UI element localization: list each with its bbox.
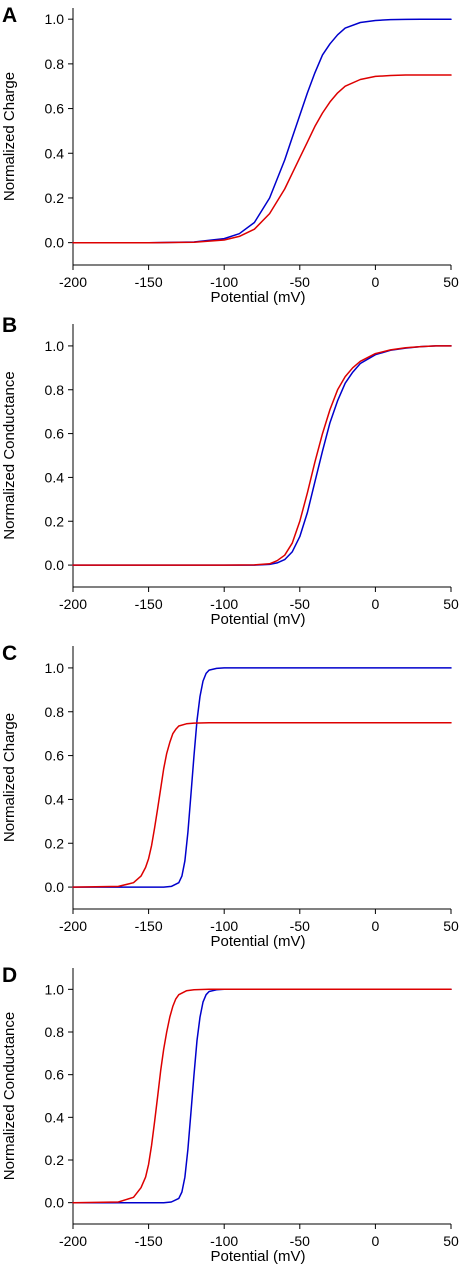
panel-a-y-axis-title: Normalized Charge <box>1 72 18 201</box>
panel-b-x-tick-label: -50 <box>290 596 310 612</box>
panel-d-y-tick-label: 0.4 <box>45 1109 65 1125</box>
panel-d-y-tick-label: 0.8 <box>45 1024 65 1040</box>
panel-a-y-tick-label: 0.8 <box>45 56 65 72</box>
panel-d-letter: D <box>2 964 17 987</box>
panel-b-series-red-line <box>72 345 452 566</box>
panel-d-y-tick-label: 0.2 <box>45 1152 65 1168</box>
panel-c-letter: C <box>2 642 17 665</box>
panel-d-y-tick-label: 1.0 <box>45 981 65 997</box>
panel-a-x-tick-label: -100 <box>210 274 238 290</box>
panel-b-x-tick-label: -150 <box>135 596 163 612</box>
panel-b: B -200 -150 -100 -50 0 50 0.0 0.2 0.4 0.6 0.8 1.0 Pot… <box>1 314 459 628</box>
panel-c-x-tick-label: -50 <box>290 918 310 934</box>
panel-c-y-tick-label: 0.6 <box>45 748 65 764</box>
panel-d-x-tick-label: -150 <box>135 1233 163 1249</box>
panel-a-x-tick-label: -200 <box>59 274 87 290</box>
panel-d-series-red-line <box>72 988 452 1204</box>
panel-b-y-tick-label: 0.8 <box>45 382 65 398</box>
panel-c-y-axis-title: Normalized Charge <box>1 713 18 842</box>
panel-b-y-axis-title: Normalized Conductance <box>1 371 18 539</box>
panel-c-y-tick-label: 0.0 <box>45 879 65 895</box>
panel-a-x-tick-label: -50 <box>290 274 310 290</box>
panel-b-y-tick-label: 1.0 <box>45 338 65 354</box>
panel-d-y-tick-label: 0.0 <box>45 1195 65 1211</box>
panel-c-x-tick-label: 0 <box>372 918 380 934</box>
panel-b-x-tick-label: 50 <box>443 596 459 612</box>
panel-c-x-tick-label: -150 <box>135 918 163 934</box>
panel-d-x-tick-label: -100 <box>210 1233 238 1249</box>
panel-a: A -200 -150 -100 -50 0 50 0.0 0.2 0.4 0.6 0.8 1.0 Pot… <box>1 4 459 306</box>
panel-c-x-tick-label: 50 <box>443 918 459 934</box>
panel-b-y-tick-label: 0.2 <box>45 513 65 529</box>
panel-a-y-tick-label: 0.6 <box>45 101 65 117</box>
panel-b-letter: B <box>2 314 17 337</box>
panel-a-y-tick-label: 0.2 <box>45 190 65 206</box>
panel-b-x-tick-label: 0 <box>372 596 380 612</box>
panel-c-series-blue-line <box>72 667 452 888</box>
panel-a-letter: A <box>2 4 17 27</box>
panel-c-y-tick-label: 0.8 <box>45 704 65 720</box>
panel-c-x-tick-label: -100 <box>210 918 238 934</box>
panel-d-series-blue-line <box>72 988 452 1204</box>
panel-d-x-tick-label: -50 <box>290 1233 310 1249</box>
panel-b-y-tick-label: 0.0 <box>45 557 65 573</box>
panel-d-x-tick-label: -200 <box>59 1233 87 1249</box>
panel-d: D -200 -150 -100 -50 0 50 0.0 0.2 0.4 0.6 0.8 1.0 Pot… <box>1 964 459 1265</box>
panel-d-y-tick-label: 0.6 <box>45 1067 65 1083</box>
panel-a-x-tick-label: 50 <box>443 274 459 290</box>
panel-a-x-tick-label: -150 <box>135 274 163 290</box>
panel-c-x-axis-title: Potential (mV) <box>210 933 305 950</box>
panel-c-x-tick-label: -200 <box>59 918 87 934</box>
panel-c-y-tick-label: 0.4 <box>45 791 65 807</box>
panel-b-x-tick-label: -200 <box>59 596 87 612</box>
panel-d-x-tick-label: 50 <box>443 1233 459 1249</box>
panel-d-y-axis-title: Normalized Conductance <box>1 1012 18 1180</box>
panel-d-x-tick-label: 0 <box>372 1233 380 1249</box>
panel-c-y-tick-label: 1.0 <box>45 660 65 676</box>
panel-b-x-tick-label: -100 <box>210 596 238 612</box>
panel-c-y-tick-label: 0.2 <box>45 835 65 851</box>
panel-b-x-axis-title: Potential (mV) <box>210 611 305 628</box>
panel-a-series-blue-line <box>72 18 452 244</box>
panel-c-series-red-line <box>72 721 452 888</box>
panel-a-series-red-line <box>72 74 452 244</box>
panel-a-y-tick-label: 1.0 <box>45 11 65 27</box>
panel-b-y-tick-label: 0.4 <box>45 469 65 485</box>
panel-d-x-axis-title: Potential (mV) <box>210 1248 305 1265</box>
panel-b-y-tick-label: 0.6 <box>45 426 65 442</box>
panel-c: C -200 -150 -100 -50 0 50 0.0 0.2 0.4 0.6 0.8 1.0 Pot… <box>1 642 459 950</box>
panel-a-y-tick-label: 0.4 <box>45 145 65 161</box>
panel-a-y-tick-label: 0.0 <box>45 235 65 251</box>
panel-b-series-blue-line <box>72 345 452 566</box>
panel-a-x-tick-label: 0 <box>372 274 380 290</box>
panel-a-x-axis-title: Potential (mV) <box>210 289 305 306</box>
